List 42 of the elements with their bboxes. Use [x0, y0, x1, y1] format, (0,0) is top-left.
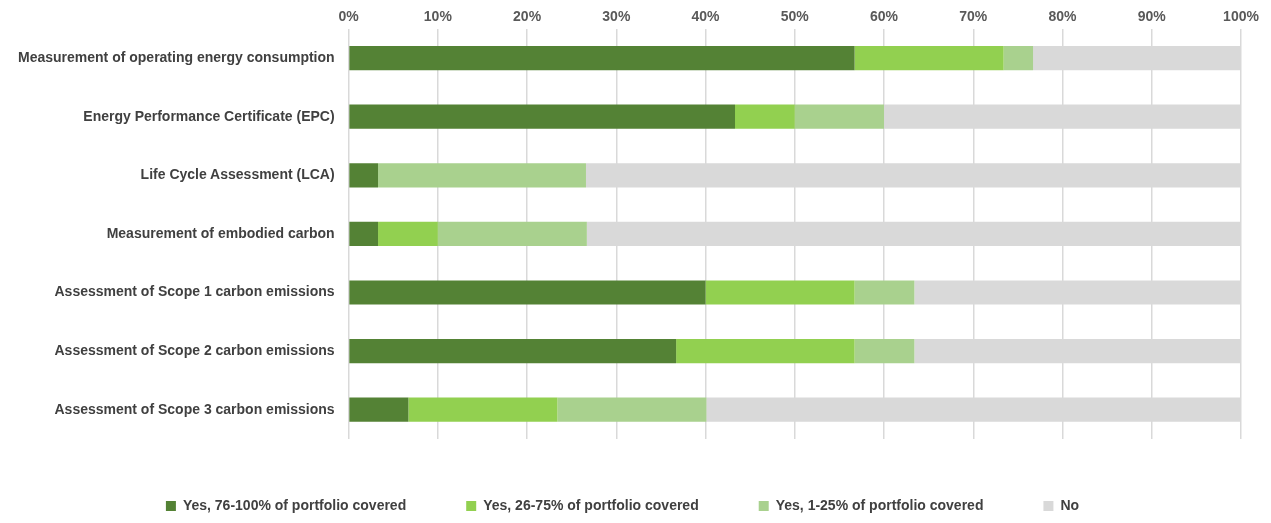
y-tick-label: Energy Performance Certificate (EPC): [83, 107, 335, 124]
bar: [378, 221, 438, 246]
bar: [349, 339, 677, 364]
legend-label: Yes, 26-75% of portfolio covered: [483, 496, 699, 513]
legend-label: Yes, 1-25% of portfolio covered: [775, 496, 984, 513]
y-tick-label: Assessment of Scope 1 carbon emissions: [54, 283, 335, 300]
y-tick-label: Measurement of embodied carbon: [106, 224, 335, 241]
y-tick-label: Assessment of Scope 2 carbon emissions: [54, 341, 335, 358]
bar: [408, 397, 558, 422]
x-tick-label: 20%: [513, 8, 542, 25]
bar: [705, 280, 855, 305]
x-tick-label: 30%: [602, 8, 631, 25]
bar: [854, 339, 915, 364]
x-tick-label: 80%: [1048, 8, 1078, 25]
bar: [349, 104, 736, 129]
bar: [349, 280, 706, 305]
bar: [557, 397, 707, 422]
x-tick-label: 90%: [1137, 8, 1167, 25]
x-tick-label: 50%: [780, 8, 810, 25]
bar: [349, 221, 379, 246]
y-tick-label: Measurement of operating energy consumption: [17, 48, 335, 65]
y-tick-label: Assessment of Scope 3 carbon emissions: [54, 400, 335, 417]
x-tick-label: 100%: [1223, 8, 1260, 25]
bar: [349, 163, 379, 188]
legend-label: No: [1060, 496, 1080, 513]
bar: [378, 163, 586, 188]
x-tick-label: 40%: [691, 8, 721, 25]
y-tick-label: Life Cycle Assessment (LCA): [140, 166, 335, 183]
x-tick-label: 70%: [959, 8, 988, 25]
x-tick-label: 0%: [338, 8, 360, 25]
bar: [854, 280, 915, 305]
bar: [349, 397, 409, 422]
bar: [794, 104, 885, 129]
x-tick-label: 10%: [423, 8, 453, 25]
legend-label: Yes, 76-100% of portfolio covered: [182, 496, 407, 513]
bar: [676, 339, 855, 364]
bar: [437, 221, 587, 246]
bar: [854, 46, 1004, 71]
x-tick-label: 60%: [870, 8, 899, 25]
bar: [349, 46, 855, 71]
bar: [735, 104, 795, 129]
bar: [1003, 46, 1034, 71]
